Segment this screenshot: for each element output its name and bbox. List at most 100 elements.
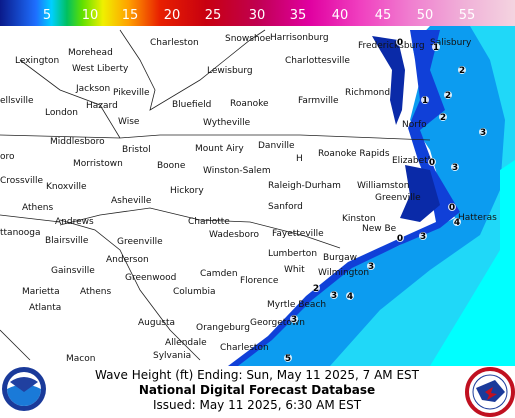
city-label: Myrtle Beach bbox=[267, 300, 326, 310]
legend-label: 50 bbox=[417, 8, 434, 23]
city-label: Salisbury bbox=[430, 38, 472, 48]
legend-label: 45 bbox=[375, 8, 392, 23]
wave-label: 4 bbox=[347, 292, 353, 302]
wave-marker bbox=[419, 232, 427, 240]
wave-marker bbox=[451, 163, 459, 171]
city-label: Crossville bbox=[0, 176, 43, 186]
wave-marker bbox=[284, 354, 292, 362]
city-label: Wadesboro bbox=[209, 230, 259, 240]
wave-marker bbox=[396, 234, 404, 242]
legend-label: 55 bbox=[459, 8, 476, 23]
wave-marker bbox=[290, 315, 298, 323]
city-label: Greenwood bbox=[125, 273, 176, 283]
city-label: Greenville bbox=[117, 237, 163, 247]
wave-marker bbox=[367, 262, 375, 270]
city-label: Burgaw bbox=[323, 253, 357, 263]
city-label: Roanoke bbox=[230, 99, 269, 109]
city-label: Norfo bbox=[402, 120, 427, 130]
ocean-outer bbox=[330, 26, 515, 366]
noaa-logo bbox=[2, 367, 46, 411]
wave-label: 2 bbox=[440, 113, 446, 123]
city-label: Hickory bbox=[170, 186, 204, 196]
city-label: Wytheville bbox=[203, 118, 251, 128]
city-label: Sanford bbox=[268, 202, 303, 212]
city-label: Mount Airy bbox=[195, 144, 244, 154]
nws-logo bbox=[465, 367, 515, 417]
legend-label: 30 bbox=[249, 8, 266, 23]
legend-label: 20 bbox=[164, 8, 181, 23]
city-label: Elizabeth bbox=[392, 156, 433, 166]
city-label: Morristown bbox=[73, 159, 123, 169]
city-label: Wilmington bbox=[318, 268, 369, 278]
wave-label: 5 bbox=[285, 354, 291, 364]
city-label: Harrisonburg bbox=[270, 33, 329, 43]
city-label: Morehead bbox=[68, 48, 113, 58]
city-label: Fayetteville bbox=[272, 229, 324, 239]
wave-label: 0 bbox=[429, 158, 435, 168]
city-label: Raleigh-Durham bbox=[268, 181, 341, 191]
wave-marker bbox=[396, 38, 404, 46]
city-label: New Be bbox=[362, 224, 397, 234]
city-label: Middlesboro bbox=[50, 137, 105, 147]
wave-marker bbox=[448, 203, 456, 211]
city-label: West Liberty bbox=[72, 64, 129, 74]
city-label: Allendale bbox=[165, 338, 207, 348]
wave-marker bbox=[479, 128, 487, 136]
city-label: Hazard bbox=[86, 101, 118, 111]
city-label: Boone bbox=[157, 161, 186, 171]
city-label: Richmond bbox=[345, 88, 390, 98]
wave-label: 2 bbox=[313, 284, 319, 294]
wave-label: 1 bbox=[422, 96, 428, 106]
legend-label: 35 bbox=[290, 8, 307, 23]
wave-marker bbox=[453, 218, 461, 226]
city-label: Lexington bbox=[15, 56, 59, 66]
city-label: Marietta bbox=[22, 287, 60, 297]
legend-label: 40 bbox=[332, 8, 349, 23]
city-label: Anderson bbox=[106, 255, 149, 265]
city-label: Florence bbox=[240, 276, 279, 286]
city-label: Wise bbox=[118, 117, 140, 127]
city-label: Charleston bbox=[150, 38, 199, 48]
city-label: Camden bbox=[200, 269, 238, 279]
city-label: Blairsville bbox=[45, 236, 89, 246]
city-label: Atlanta bbox=[29, 303, 61, 313]
city-label: Georgetown bbox=[250, 318, 305, 328]
chesapeake-bay bbox=[372, 36, 405, 125]
wave-label: 3 bbox=[368, 262, 374, 272]
city-label: Lewisburg bbox=[207, 66, 253, 76]
wave-marker bbox=[346, 292, 354, 300]
city-label: Asheville bbox=[111, 196, 152, 206]
wave-label: 3 bbox=[480, 128, 486, 138]
city-label: Orangeburg bbox=[196, 323, 250, 333]
city-label: Pikeville bbox=[113, 88, 150, 98]
borders bbox=[0, 29, 431, 361]
city-label: Roanoke Rapids bbox=[318, 149, 390, 159]
footer-line2: National Digital Forecast Database bbox=[139, 383, 375, 397]
city-label: Bluefield bbox=[172, 100, 211, 110]
city-label: Williamston bbox=[357, 181, 409, 191]
wave-label: 3 bbox=[452, 163, 458, 173]
wave-marker bbox=[421, 96, 429, 104]
wave-label: 3 bbox=[291, 315, 297, 325]
city-label: Hatteras bbox=[458, 213, 497, 223]
wave-label: 3 bbox=[331, 291, 337, 301]
wave-marker bbox=[444, 91, 452, 99]
wave-label: 1 bbox=[433, 43, 439, 53]
city-label: oro bbox=[0, 152, 15, 162]
wave-marker bbox=[439, 113, 447, 121]
city-label: Snowshoe bbox=[225, 34, 271, 44]
city-label: Charlottesville bbox=[285, 56, 350, 66]
legend-label: 5 bbox=[43, 8, 51, 23]
wave-marker bbox=[312, 284, 320, 292]
legend-label: 15 bbox=[122, 8, 139, 23]
city-label: Sylvania bbox=[153, 351, 191, 361]
legend-bar bbox=[0, 0, 515, 26]
wave-label: 0 bbox=[397, 234, 403, 244]
wave-marker bbox=[428, 158, 436, 166]
ocean-far bbox=[430, 160, 515, 366]
wave-label: 2 bbox=[445, 91, 451, 101]
wave-marker bbox=[458, 66, 466, 74]
city-label: Knoxville bbox=[46, 182, 87, 192]
